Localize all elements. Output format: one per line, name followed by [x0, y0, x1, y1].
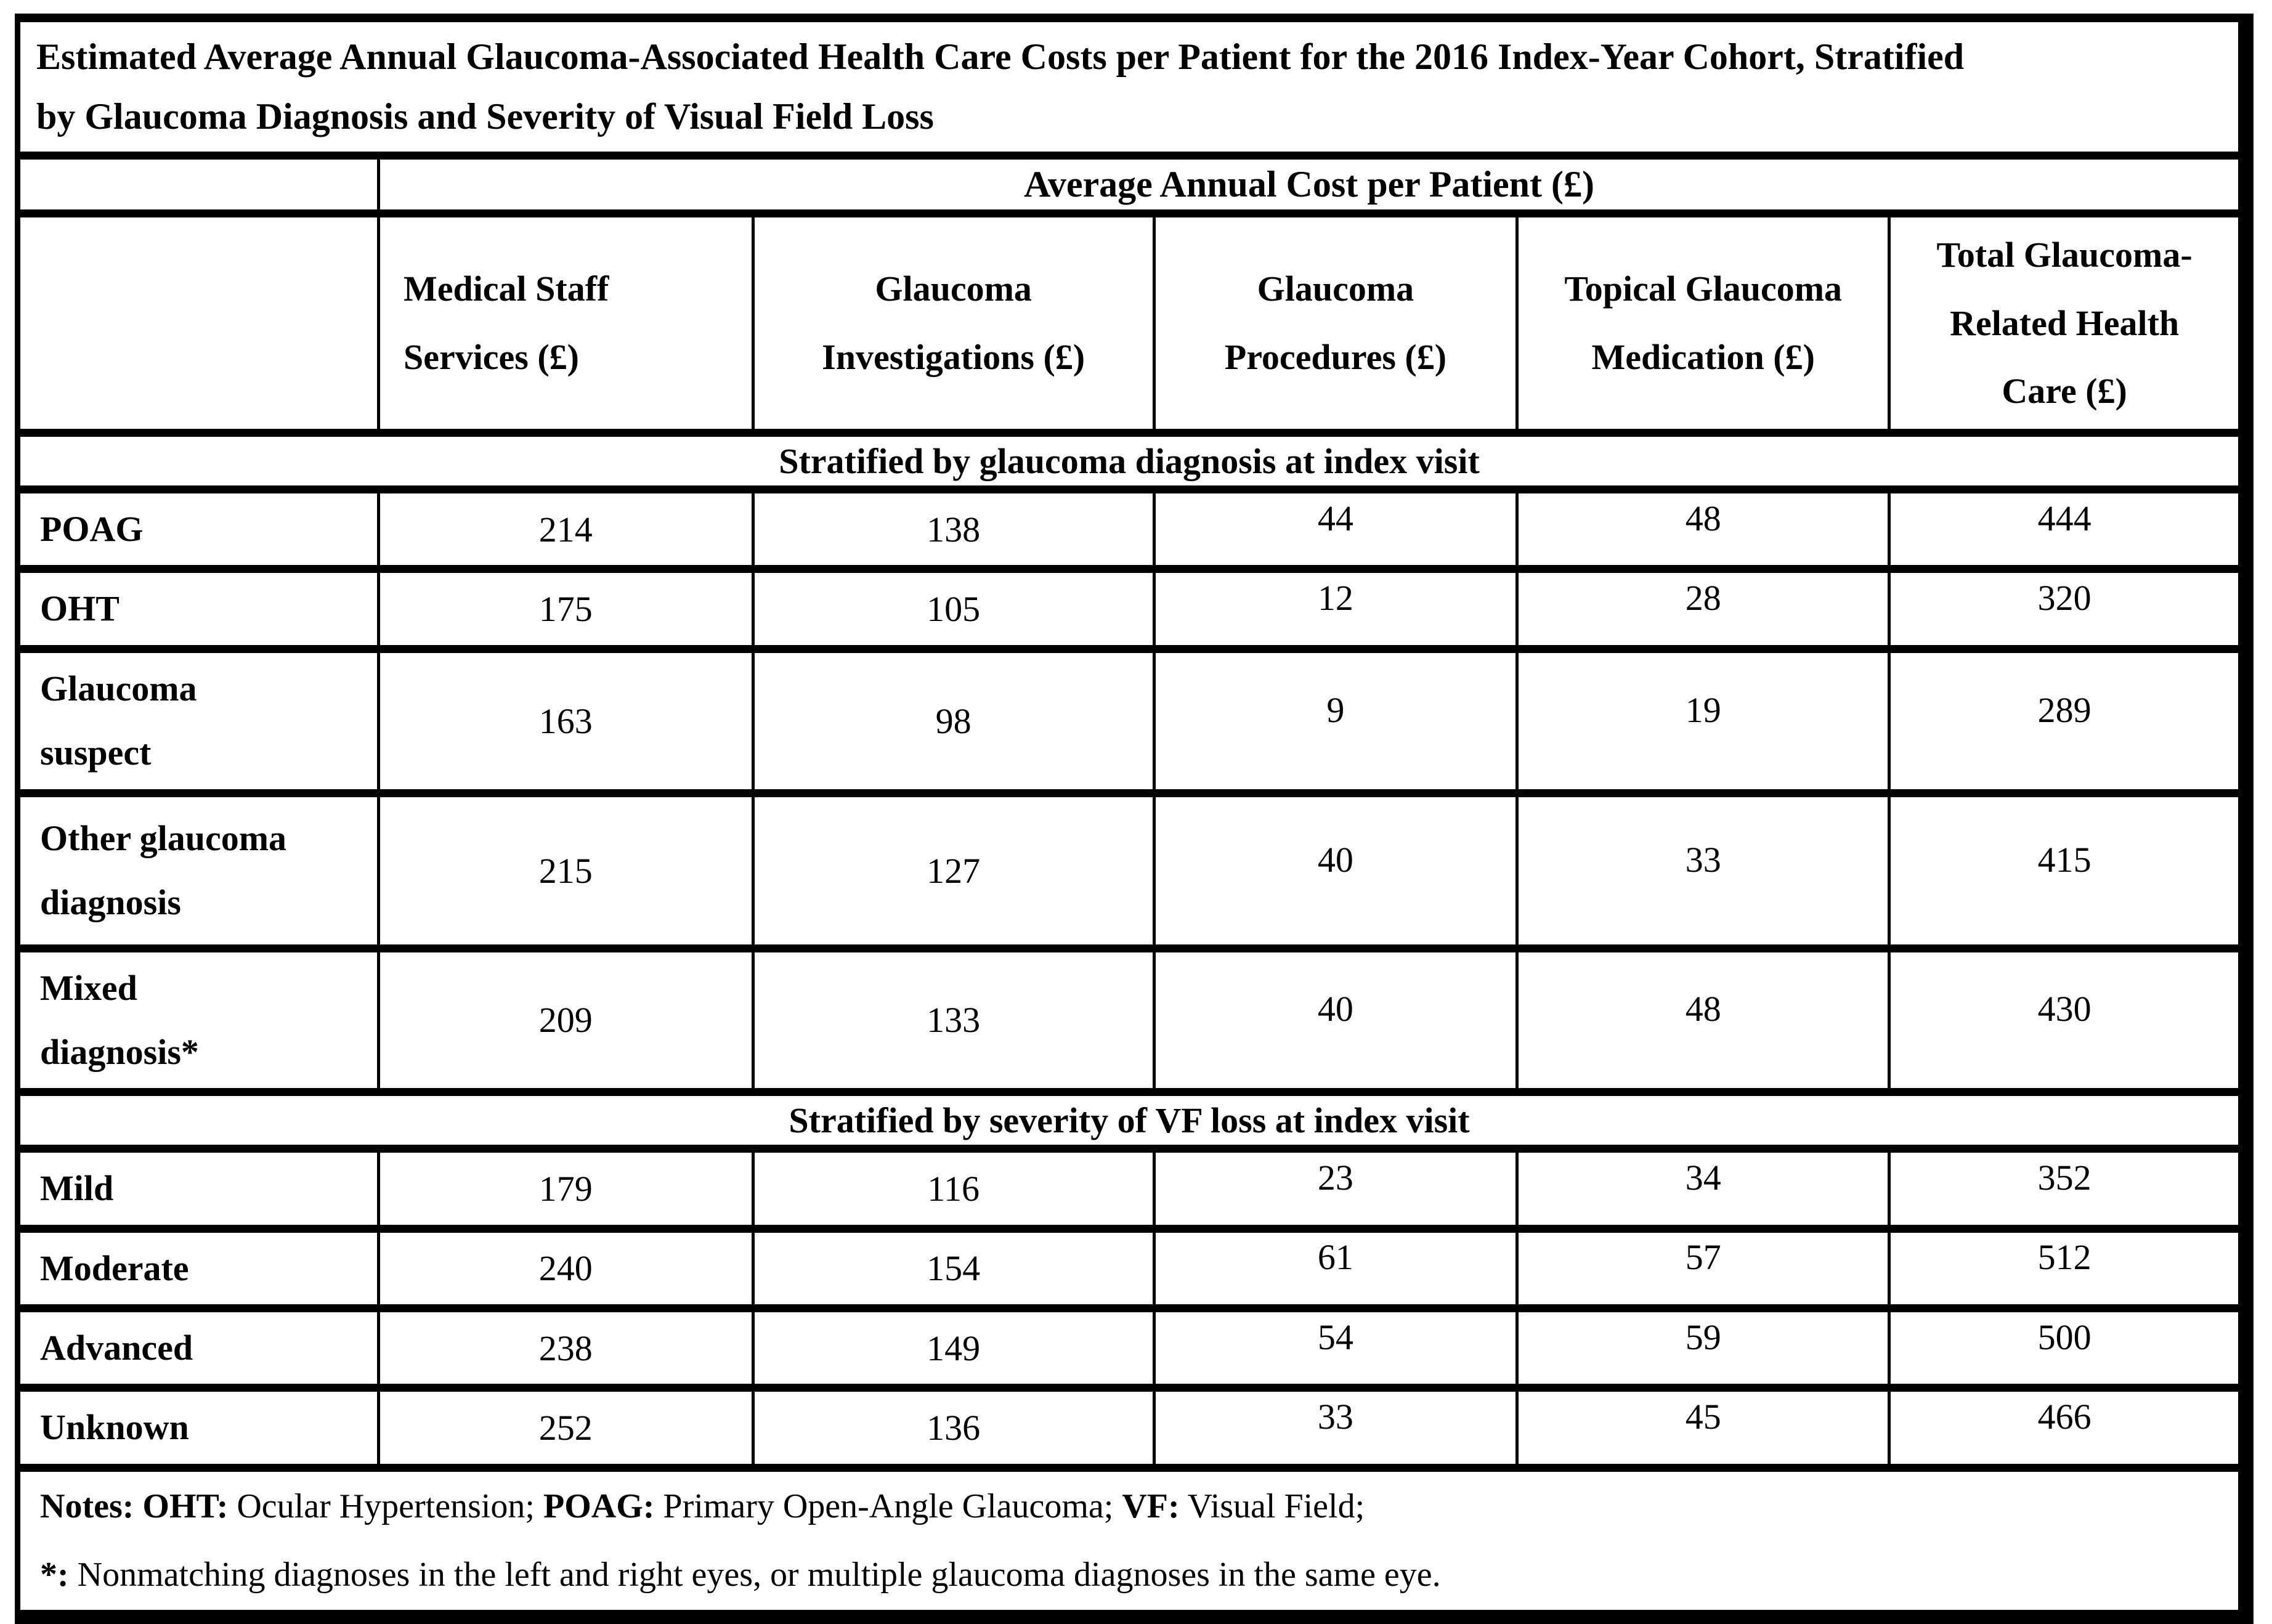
value-cell: 12	[1152, 565, 1519, 653]
notes-line-abbreviations: Notes: OHT: Ocular Hypertension; POAG: P…	[40, 1487, 1365, 1525]
value-cell: 59	[1515, 1304, 1891, 1392]
value-cell: 34	[1515, 1145, 1891, 1233]
table-row-glaucoma-suspect: Glaucoma suspect 163 98 9 19 289	[16, 644, 2247, 797]
value-cell: 19	[1515, 644, 1891, 797]
value-cell: 48	[1515, 485, 1891, 574]
value-cell: 23	[1152, 1145, 1519, 1233]
value-cell: 45	[1515, 1384, 1891, 1472]
value-cell: 98	[751, 644, 1156, 797]
row-label: Other glaucoma diagnosis	[16, 789, 380, 952]
value-cell: 127	[751, 789, 1156, 952]
table-row-mild: Mild 179 116 23 34 352	[16, 1145, 2247, 1233]
value-cell: 215	[376, 789, 755, 952]
table-row-mixed-diagnosis: Mixed diagnosis* 209 133 40 48 430	[16, 944, 2247, 1097]
value-cell: 430	[1888, 944, 2247, 1097]
value-cell: 54	[1152, 1304, 1519, 1392]
value-cell: 28	[1515, 565, 1891, 653]
value-cell: 138	[751, 485, 1156, 574]
value-cell: 320	[1888, 565, 2247, 653]
value-cell: 163	[376, 644, 755, 797]
value-cell: 48	[1515, 944, 1891, 1097]
corner-cell	[16, 152, 380, 218]
table-row-unknown: Unknown 252 136 33 45 466	[16, 1384, 2247, 1472]
column-header-investigations: Glaucoma Investigations (£)	[751, 209, 1156, 437]
value-cell: 133	[751, 944, 1156, 1097]
value-cell: 33	[1152, 1384, 1519, 1472]
value-cell: 352	[1888, 1145, 2247, 1233]
row-label: POAG	[16, 485, 380, 574]
value-cell: 238	[376, 1304, 755, 1392]
notes-line-asterisk: *: Nonmatching diagnoses in the left and…	[40, 1556, 1441, 1594]
table-row-oht: OHT 175 105 12 28 320	[16, 565, 2247, 653]
value-cell: 57	[1515, 1224, 1891, 1313]
column-header-medical-staff: Medical Staff Services (£)	[376, 209, 755, 437]
table-row-advanced: Advanced 238 149 54 59 500	[16, 1304, 2247, 1392]
row-label: Advanced	[16, 1304, 380, 1392]
corner-cell-2	[16, 209, 380, 437]
value-cell: 40	[1152, 944, 1519, 1097]
column-header-medication: Topical Glaucoma Medication (£)	[1515, 209, 1891, 437]
cost-table-container: Estimated Average Annual Glaucoma-Associ…	[15, 14, 2254, 1624]
value-cell: 500	[1888, 1304, 2247, 1392]
value-cell: 252	[376, 1384, 755, 1472]
value-cell: 61	[1152, 1224, 1519, 1313]
table-title: Estimated Average Annual Glaucoma-Associ…	[16, 14, 2247, 160]
row-label: Unknown	[16, 1384, 380, 1472]
row-label: Mild	[16, 1145, 380, 1233]
value-cell: 136	[751, 1384, 1156, 1472]
glaucoma-cost-table: Estimated Average Annual Glaucoma-Associ…	[15, 14, 2254, 1624]
value-cell: 209	[376, 944, 755, 1097]
value-cell: 44	[1152, 485, 1519, 574]
value-cell: 154	[751, 1224, 1156, 1313]
table-row-poag: POAG 214 138 44 48 444	[16, 485, 2247, 574]
table-row-moderate: Moderate 240 154 61 57 512	[16, 1224, 2247, 1313]
section-header-vf-loss: Stratified by severity of VF loss at ind…	[16, 1088, 2247, 1153]
table-notes: Notes: OHT: Ocular Hypertension; POAG: P…	[16, 1463, 2247, 1622]
value-cell: 214	[376, 485, 755, 574]
value-cell: 175	[376, 565, 755, 653]
value-cell: 33	[1515, 789, 1891, 952]
value-cell: 415	[1888, 789, 2247, 952]
column-spanner: Average Annual Cost per Patient (£)	[376, 152, 2248, 218]
table-title-line-1: Estimated Average Annual Glaucoma-Associ…	[36, 36, 1965, 77]
value-cell: 40	[1152, 789, 1519, 952]
value-cell: 444	[1888, 485, 2247, 574]
value-cell: 512	[1888, 1224, 2247, 1313]
value-cell: 9	[1152, 644, 1519, 797]
value-cell: 116	[751, 1145, 1156, 1233]
column-header-total: Total Glaucoma-Related Health Care (£)	[1888, 209, 2247, 437]
value-cell: 466	[1888, 1384, 2247, 1472]
row-label: Moderate	[16, 1224, 380, 1313]
section-header-diagnosis: Stratified by glaucoma diagnosis at inde…	[16, 428, 2247, 493]
value-cell: 105	[751, 565, 1156, 653]
row-label: OHT	[16, 565, 380, 653]
value-cell: 289	[1888, 644, 2247, 797]
row-label: Glaucoma suspect	[16, 644, 380, 797]
table-row-other-glaucoma: Other glaucoma diagnosis 215 127 40 33 4…	[16, 789, 2247, 952]
value-cell: 240	[376, 1224, 755, 1313]
column-header-procedures: Glaucoma Procedures (£)	[1152, 209, 1519, 437]
value-cell: 179	[376, 1145, 755, 1233]
row-label: Mixed diagnosis*	[16, 944, 380, 1097]
value-cell: 149	[751, 1304, 1156, 1392]
table-title-line-2: by Glaucoma Diagnosis and Severity of Vi…	[36, 96, 934, 137]
